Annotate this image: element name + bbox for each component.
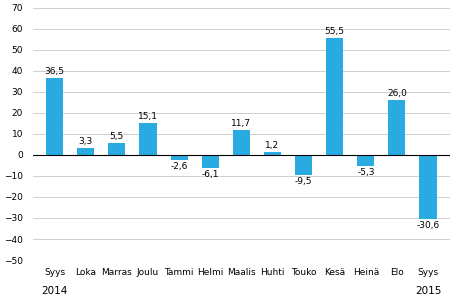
Text: 36,5: 36,5 [44, 67, 64, 76]
Bar [77, 148, 94, 155]
Bar [46, 78, 63, 155]
Bar [233, 130, 250, 155]
Bar [109, 143, 125, 155]
Bar [326, 38, 343, 155]
Bar [357, 155, 375, 166]
Text: 1,2: 1,2 [266, 141, 280, 150]
Text: -6,1: -6,1 [202, 170, 219, 179]
Text: 26,0: 26,0 [387, 89, 407, 98]
Bar [419, 155, 437, 219]
Text: 3,3: 3,3 [79, 137, 93, 146]
Text: 15,1: 15,1 [138, 112, 158, 121]
Bar [202, 155, 219, 168]
Text: -30,6: -30,6 [416, 221, 439, 230]
Bar [295, 155, 312, 175]
Text: 11,7: 11,7 [232, 119, 252, 128]
Bar [388, 100, 405, 155]
Bar [264, 153, 281, 155]
Text: 2015: 2015 [415, 286, 441, 296]
Text: 55,5: 55,5 [325, 27, 345, 36]
Bar [139, 123, 157, 155]
Text: -2,6: -2,6 [170, 162, 188, 172]
Text: -9,5: -9,5 [295, 177, 312, 186]
Text: 2014: 2014 [41, 286, 68, 296]
Text: -5,3: -5,3 [357, 168, 375, 177]
Text: 5,5: 5,5 [110, 132, 124, 141]
Bar [171, 155, 188, 160]
